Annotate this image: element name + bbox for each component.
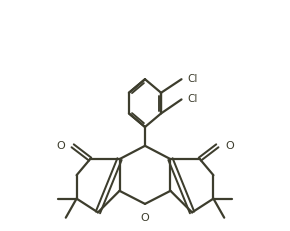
Text: O: O <box>141 213 149 223</box>
Text: Cl: Cl <box>187 94 197 104</box>
Text: Cl: Cl <box>187 74 197 84</box>
Text: O: O <box>56 141 65 151</box>
Text: O: O <box>225 141 234 151</box>
